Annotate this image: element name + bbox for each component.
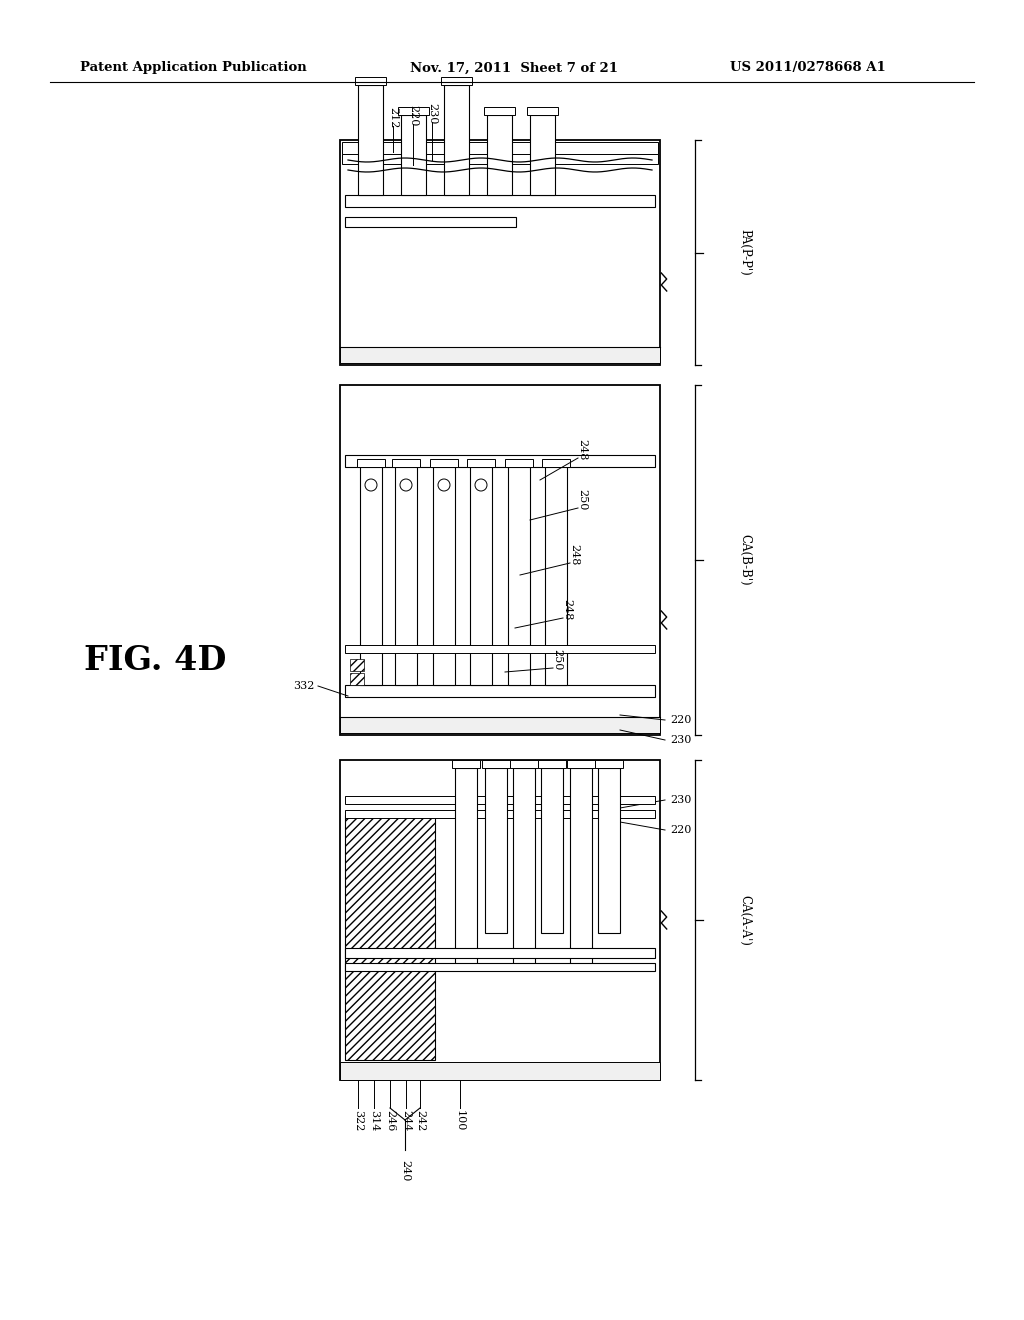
Text: 230: 230: [670, 735, 691, 744]
Bar: [350, 659, 364, 671]
Bar: [355, 77, 386, 84]
Text: 332: 332: [294, 681, 315, 690]
Bar: [358, 84, 383, 195]
Bar: [510, 760, 538, 768]
Text: FIG. 4D: FIG. 4D: [84, 644, 226, 676]
Bar: [538, 760, 566, 768]
Bar: [345, 195, 655, 207]
Text: 248: 248: [577, 440, 587, 461]
Bar: [470, 467, 492, 685]
Bar: [398, 107, 429, 115]
Bar: [345, 964, 655, 972]
Bar: [541, 768, 563, 933]
Text: CA(A-A'): CA(A-A'): [738, 895, 752, 945]
Text: Patent Application Publication: Patent Application Publication: [80, 62, 307, 74]
Bar: [340, 385, 660, 735]
Bar: [345, 685, 655, 697]
Circle shape: [400, 479, 412, 491]
Circle shape: [475, 479, 487, 491]
Text: 220: 220: [670, 825, 691, 836]
Bar: [482, 760, 510, 768]
Text: 246: 246: [385, 1110, 395, 1131]
Text: 230: 230: [670, 795, 691, 805]
Bar: [527, 107, 558, 115]
Bar: [545, 467, 567, 685]
Bar: [595, 760, 623, 768]
Bar: [530, 115, 555, 195]
Bar: [340, 1063, 660, 1080]
Bar: [345, 814, 435, 1060]
Bar: [455, 768, 477, 968]
Bar: [345, 455, 655, 467]
Text: 100: 100: [455, 1110, 465, 1131]
Text: CA(B-B'): CA(B-B'): [738, 535, 752, 586]
Bar: [542, 459, 570, 467]
Text: 240: 240: [400, 1160, 410, 1181]
Bar: [485, 768, 507, 933]
Text: 314: 314: [369, 1110, 379, 1131]
Bar: [508, 467, 530, 685]
Bar: [444, 84, 469, 195]
Text: 244: 244: [401, 1110, 411, 1131]
Bar: [342, 154, 658, 164]
Bar: [342, 143, 658, 154]
Bar: [441, 77, 472, 84]
Bar: [452, 760, 480, 768]
Bar: [395, 467, 417, 685]
Bar: [467, 459, 495, 467]
Bar: [340, 347, 660, 363]
Text: 242: 242: [415, 1110, 425, 1131]
Bar: [570, 768, 592, 968]
Bar: [433, 467, 455, 685]
Text: 250: 250: [577, 490, 587, 511]
Bar: [598, 768, 620, 933]
Bar: [357, 459, 385, 467]
Bar: [345, 948, 655, 958]
Bar: [345, 645, 655, 653]
Bar: [345, 216, 515, 227]
Bar: [345, 796, 655, 804]
Bar: [513, 768, 535, 968]
Text: 248: 248: [562, 599, 572, 620]
Text: 250: 250: [552, 649, 562, 671]
Text: 220: 220: [408, 106, 418, 127]
Bar: [360, 467, 382, 685]
Text: 212: 212: [388, 107, 398, 128]
Text: US 2011/0278668 A1: US 2011/0278668 A1: [730, 62, 886, 74]
Bar: [487, 115, 512, 195]
Bar: [350, 673, 364, 685]
Text: 230: 230: [427, 103, 437, 124]
Bar: [401, 115, 426, 195]
Bar: [567, 760, 595, 768]
Bar: [505, 459, 534, 467]
Circle shape: [365, 479, 377, 491]
Text: 322: 322: [353, 1110, 362, 1131]
Bar: [392, 459, 420, 467]
Bar: [340, 717, 660, 733]
Text: 220: 220: [670, 715, 691, 725]
Bar: [345, 810, 655, 818]
Bar: [430, 459, 458, 467]
Text: 248: 248: [569, 544, 579, 566]
Bar: [484, 107, 515, 115]
Circle shape: [438, 479, 450, 491]
Text: PA(P-P'): PA(P-P'): [738, 230, 752, 276]
Bar: [340, 140, 660, 366]
Bar: [340, 760, 660, 1080]
Text: Nov. 17, 2011  Sheet 7 of 21: Nov. 17, 2011 Sheet 7 of 21: [410, 62, 618, 74]
